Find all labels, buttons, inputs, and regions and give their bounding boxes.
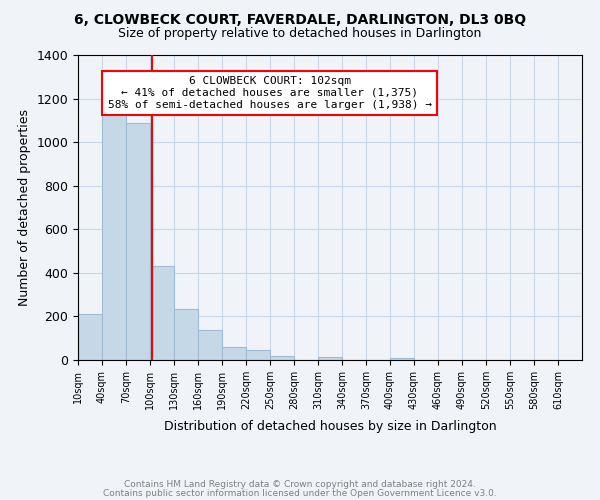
Text: 6 CLOWBECK COURT: 102sqm
← 41% of detached houses are smaller (1,375)
58% of sem: 6 CLOWBECK COURT: 102sqm ← 41% of detach…: [107, 76, 431, 110]
Text: Contains public sector information licensed under the Open Government Licence v3: Contains public sector information licen…: [103, 488, 497, 498]
X-axis label: Distribution of detached houses by size in Darlington: Distribution of detached houses by size …: [164, 420, 496, 433]
Y-axis label: Number of detached properties: Number of detached properties: [18, 109, 31, 306]
Bar: [150, 266, 174, 360]
Bar: [174, 309, 198, 360]
Bar: [318, 356, 342, 360]
Bar: [126, 122, 150, 360]
Bar: [198, 330, 222, 360]
Text: Size of property relative to detached houses in Darlington: Size of property relative to detached ho…: [118, 28, 482, 40]
Text: 6, CLOWBECK COURT, FAVERDALE, DARLINGTON, DL3 0BQ: 6, CLOWBECK COURT, FAVERDALE, DARLINGTON…: [74, 12, 526, 26]
Bar: [270, 356, 294, 360]
Text: Contains HM Land Registry data © Crown copyright and database right 2024.: Contains HM Land Registry data © Crown c…: [124, 480, 476, 489]
Bar: [246, 350, 270, 360]
Bar: [222, 347, 246, 360]
Bar: [390, 358, 414, 360]
Bar: [102, 114, 126, 360]
Bar: [78, 314, 102, 360]
